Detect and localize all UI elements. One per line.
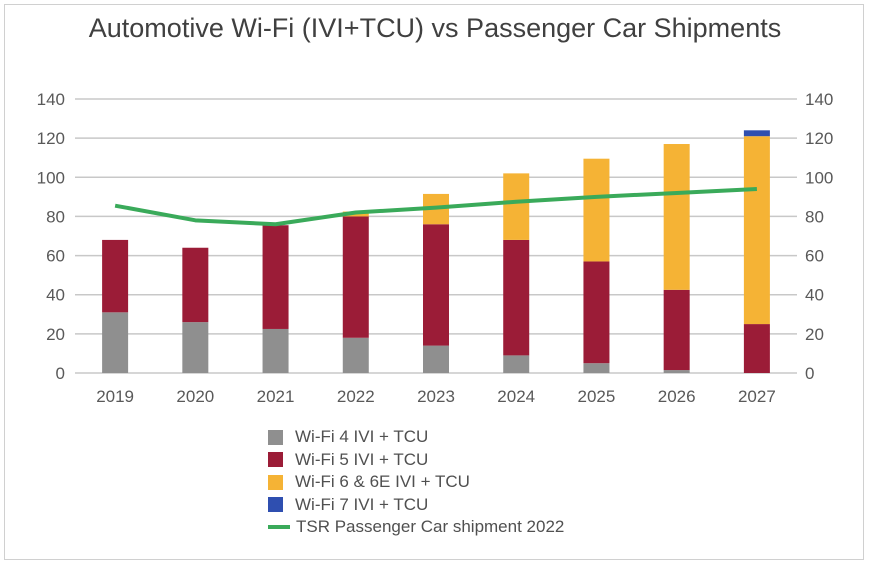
- legend-label: Wi-Fi 6 & 6E IVI + TCU: [295, 472, 470, 492]
- secondary-y-tick-label: 100: [805, 168, 833, 187]
- bar-segment: [663, 289, 690, 371]
- x-tick-label: 2026: [658, 387, 696, 406]
- x-tick-label: 2019: [96, 387, 134, 406]
- legend-item: Wi-Fi 5 IVI + TCU: [268, 449, 564, 472]
- x-tick-label: 2027: [738, 387, 776, 406]
- y-tick-label: 100: [37, 168, 65, 187]
- bar-segment: [503, 173, 530, 240]
- secondary-y-tick-label: 140: [805, 90, 833, 109]
- secondary-y-tick-label: 0: [805, 364, 814, 383]
- bar-segment: [102, 239, 129, 313]
- legend-item: Wi-Fi 4 IVI + TCU: [268, 426, 564, 449]
- secondary-y-tick-label: 80: [805, 207, 824, 226]
- y-tick-label: 20: [46, 325, 65, 344]
- legend-label: TSR Passenger Car shipment 2022: [296, 517, 565, 537]
- y-tick-label: 40: [46, 286, 65, 305]
- bar-segment: [423, 224, 449, 346]
- legend: Wi-Fi 4 IVI + TCU Wi-Fi 5 IVI + TCU Wi-Fi …: [268, 426, 564, 539]
- legend-swatch: [268, 497, 283, 513]
- bar-segment: [342, 216, 369, 338]
- legend-label: Wi-Fi 7 IVI + TCU: [295, 494, 429, 514]
- secondary-y-tick-label: 20: [805, 325, 824, 344]
- y-tick-label: 0: [56, 364, 65, 383]
- x-tick-label: 2025: [578, 387, 616, 406]
- bar-segment: [342, 337, 369, 373]
- x-tick-label: 2024: [497, 387, 535, 406]
- y-tick-label: 120: [37, 129, 65, 148]
- legend-label: Wi-Fi 4 IVI + TCU: [295, 427, 429, 447]
- x-tick-label: 2020: [176, 387, 214, 406]
- bar-segment: [743, 130, 770, 137]
- bar-segment: [182, 247, 209, 323]
- legend-item: TSR Passenger Car shipment 2022: [268, 516, 564, 539]
- y-tick-label: 80: [46, 207, 65, 226]
- bar-segment: [423, 345, 449, 373]
- bar-segment: [663, 370, 690, 373]
- bar-segment: [182, 322, 209, 373]
- bar-segment: [262, 328, 289, 373]
- x-tick-label: 2023: [417, 387, 455, 406]
- legend-item: Wi-Fi 6 & 6E IVI + TCU: [268, 471, 564, 494]
- y-tick-label: 60: [46, 247, 65, 266]
- chart-title: Automotive Wi-Fi (IVI+TCU) vs Passenger …: [88, 13, 782, 43]
- secondary-y-tick-label: 40: [805, 286, 824, 305]
- legend-swatch: [268, 452, 283, 468]
- bar-segment: [503, 239, 530, 356]
- y-tick-label: 140: [37, 90, 65, 109]
- bar-segment: [743, 136, 770, 325]
- legend-line-swatch: [268, 525, 290, 530]
- bar-segment: [503, 355, 530, 373]
- legend-item: Wi-Fi 7 IVI + TCU: [268, 494, 564, 517]
- bar-segment: [743, 324, 770, 373]
- bar-segment: [262, 225, 289, 329]
- bar-segment: [663, 144, 690, 290]
- legend-swatch: [268, 474, 283, 490]
- secondary-y-tick-label: 60: [805, 247, 824, 266]
- x-tick-label: 2022: [337, 387, 375, 406]
- chart-frame: [4, 4, 864, 560]
- bar-segment: [102, 312, 129, 373]
- bar-segment: [583, 158, 610, 262]
- bar-segment: [583, 363, 610, 373]
- bar-segment: [583, 261, 610, 364]
- legend-swatch: [268, 429, 283, 445]
- legend-label: Wi-Fi 5 IVI + TCU: [295, 449, 429, 469]
- x-tick-label: 2021: [257, 387, 295, 406]
- secondary-y-tick-label: 120: [805, 129, 833, 148]
